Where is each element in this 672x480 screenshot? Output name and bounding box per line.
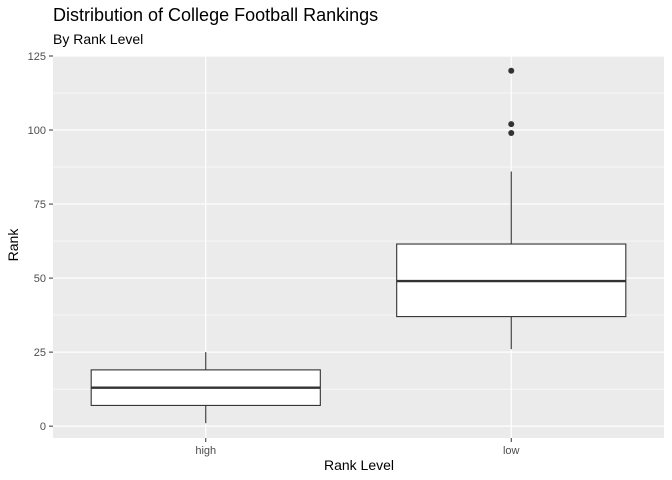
outlier-point xyxy=(508,129,515,136)
outlier-point xyxy=(508,67,515,74)
x-tick-label: low xyxy=(503,445,520,457)
grid-lines xyxy=(53,55,664,438)
x-tick-label: high xyxy=(195,445,216,457)
y-tick-label: 50 xyxy=(34,273,46,285)
boxes xyxy=(90,67,627,424)
y-axis-title: Rank xyxy=(5,228,21,262)
y-tick-label: 25 xyxy=(34,347,46,359)
box-low xyxy=(396,67,627,350)
y-tick-label: 125 xyxy=(28,51,46,63)
y-tick-label: 0 xyxy=(40,421,46,433)
y-tick-label: 100 xyxy=(28,125,46,137)
y-tick-label: 75 xyxy=(34,199,46,211)
box-high xyxy=(90,352,321,424)
axes: 0 25 50 75 100 125 high low xyxy=(28,51,520,457)
chart-title: Distribution of College Football Ranking… xyxy=(53,5,378,25)
chart-subtitle: By Rank Level xyxy=(53,31,143,47)
outlier-point xyxy=(508,121,515,128)
x-axis-title: Rank Level xyxy=(324,457,394,473)
